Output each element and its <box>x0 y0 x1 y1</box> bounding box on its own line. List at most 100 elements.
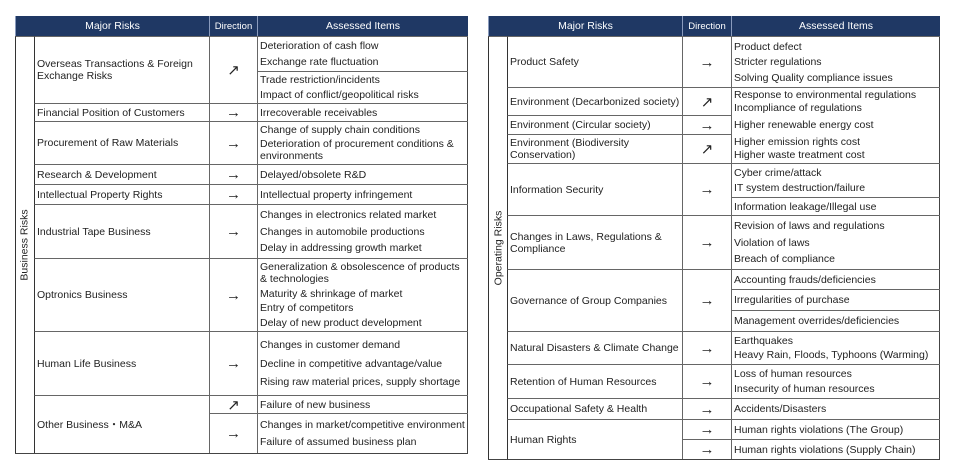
assessed-item: Insecurity of human resources <box>734 383 875 395</box>
assessed-item: Product defect <box>734 40 802 53</box>
assessed-items-cell: Earthquakes Heavy Rain, Floods, Typhoons … <box>731 331 940 364</box>
risk-name: Product Safety <box>507 36 682 87</box>
risk-name: Other Business・M&A <box>34 395 209 453</box>
assessed-items-cell: Irrecoverable receivables <box>257 103 468 121</box>
assessed-item: Breach of compliance <box>734 252 835 265</box>
direction-right-arrow-icon: → <box>682 398 731 419</box>
assessed-items-cell: Deterioration of cash flow Exchange rate … <box>257 36 468 71</box>
assessed-items-cell: Failure of new business <box>257 395 468 413</box>
assessed-item: Higher renewable energy cost <box>734 118 874 131</box>
assessed-items-cell: Loss of human resources Insecurity of hum… <box>731 364 940 398</box>
assessed-item: Response to environmental regulations <box>734 89 917 101</box>
direction-up-right-arrow-icon: ↗ <box>209 395 257 414</box>
risk-name: Natural Disasters & Climate Change <box>507 331 682 364</box>
assessed-item: Heavy Rain, Floods, Typhoons (Warming) <box>734 349 929 362</box>
assessed-item: Delayed/obsolete R&D <box>260 168 367 181</box>
assessed-items-cell: Changes in customer demand Decline in com… <box>257 331 468 395</box>
assessed-item: Changes in electronics related market <box>260 209 437 222</box>
assessed-item: Rising raw material prices, supply short… <box>260 376 461 389</box>
assessed-item: Irregularities of purchase <box>734 294 850 306</box>
assessed-items-cell: Intellectual property infringement <box>257 184 468 204</box>
direction-right-arrow-icon: → <box>682 163 731 215</box>
risk-name: Human Life Business <box>34 331 209 395</box>
header-major-risks: Major Risks <box>488 16 682 36</box>
direction-up-right-arrow-icon: ↗ <box>682 134 731 163</box>
assessed-items-cell: Information leakage/Illegal use <box>731 197 940 215</box>
assessed-item: Failure of assumed business plan <box>260 436 417 448</box>
category-text: Operating Risks <box>492 210 505 286</box>
direction-right-arrow-icon: → <box>209 204 257 258</box>
direction-right-arrow-icon: → <box>682 439 731 459</box>
risk-name: Optronics Business <box>34 258 209 331</box>
direction-right-arrow-icon: → <box>209 184 257 204</box>
assessed-item: Cyber crime/attack <box>734 167 822 179</box>
direction-right-arrow-icon: → <box>682 419 731 439</box>
risk-name: Environment (Circular society) <box>507 115 682 134</box>
assessed-item: Accounting frauds/deficiencies <box>734 273 876 286</box>
direction-right-arrow-icon: → <box>682 36 731 87</box>
assessed-item: Trade restriction/incidents <box>260 74 380 87</box>
assessed-item: Maturity & shrinkage of market <box>260 287 403 300</box>
risk-table: Major Risks Direction Assessed Items Busine… <box>15 16 468 454</box>
direction-right-arrow-icon: → <box>209 103 257 121</box>
direction-up-right-arrow-icon: ↗ <box>682 87 731 115</box>
assessed-item: Changes in automobile productions <box>260 225 425 238</box>
assessed-items-cell: Revision of laws and regulations Violatio… <box>731 215 940 269</box>
risk-name: Governance of Group Companies <box>507 269 682 331</box>
category-label: Operating Risks <box>488 36 507 459</box>
assessed-items-cell: Change of supply chain conditions Deterio… <box>257 121 468 164</box>
assessed-item: Delay of new product development <box>260 316 422 329</box>
assessed-item: Generalization & obsolescence of product… <box>260 261 460 286</box>
risk-name: Retention of Human Resources <box>507 364 682 398</box>
direction-right-arrow-icon: → <box>682 215 731 269</box>
assessed-items-cell: Product defect Stricter regulations Solvin… <box>731 36 940 87</box>
assessed-item: Revision of laws and regulations <box>734 220 885 233</box>
direction-right-arrow-icon: → <box>682 269 731 331</box>
risk-name: Occupational Safety & Health <box>507 398 682 419</box>
assessed-item: Incompliance of regulations <box>734 102 862 114</box>
direction-right-arrow-icon: → <box>209 164 257 184</box>
assessed-item: Management overrides/deficiencies <box>734 315 900 327</box>
assessed-item: Stricter regulations <box>734 56 822 68</box>
header-assessed-items: Assessed Items <box>257 16 468 36</box>
category-text: Business Risks <box>19 209 32 281</box>
assessed-items-cell: Response to environmental regulations Inc… <box>731 87 940 115</box>
assessed-item: Intellectual property infringement <box>260 188 413 201</box>
assessed-items-cell: Delayed/obsolete R&D <box>257 164 468 184</box>
assessed-item: Exchange rate fluctuation <box>260 55 379 68</box>
assessed-item: Entry of competitors <box>260 302 354 315</box>
assessed-item: Solving Quality compliance issues <box>734 71 893 84</box>
assessed-item: Higher emission rights cost <box>734 135 861 148</box>
assessed-item: Deterioration of procurement conditions … <box>260 138 454 162</box>
assessed-item: Violation of laws <box>734 236 810 249</box>
risk-name: Information Security <box>507 163 682 215</box>
risk-name: Overseas Transactions & Foreign Exchange… <box>34 36 209 103</box>
header-assessed-items: Assessed Items <box>731 16 940 36</box>
assessed-items-cell: Accounting frauds/deficiencies <box>731 269 940 289</box>
direction-right-arrow-icon: → <box>209 121 257 164</box>
assessed-item: Failure of new business <box>260 398 371 411</box>
assessed-items-cell: Management overrides/deficiencies <box>731 310 940 331</box>
direction-right-arrow-icon: → <box>209 413 257 453</box>
assessed-items-cell: Generalization & obsolescence of product… <box>257 258 468 331</box>
direction-right-arrow-icon: → <box>682 364 731 398</box>
assessed-items-cell: Human rights violations (The Group) <box>731 419 940 439</box>
risk-name: Financial Position of Customers <box>34 103 209 121</box>
assessed-items-cell: Trade restriction/incidents Impact of con… <box>257 71 468 103</box>
assessed-item: Higher waste treatment cost <box>734 149 865 162</box>
risk-table: Major Risks Direction Assessed Items Operat… <box>488 16 940 460</box>
assessed-item: Changes in customer demand <box>260 338 401 351</box>
assessed-item: Human rights violations (The Group) <box>734 423 904 436</box>
risk-name: Industrial Tape Business <box>34 204 209 258</box>
assessed-item: Change of supply chain conditions <box>260 124 420 136</box>
assessed-items-cell: Accidents/Disasters <box>731 398 940 419</box>
assessed-items-cell: Higher renewable energy cost <box>731 115 940 134</box>
assessed-item: Impact of conflict/geopolitical risks <box>260 88 419 101</box>
direction-right-arrow-icon: → <box>682 331 731 364</box>
assessed-items-cell: Changes in market/competitive environmen… <box>257 413 468 453</box>
header-direction: Direction <box>682 16 731 36</box>
assessed-item: Accidents/Disasters <box>734 403 827 415</box>
risk-name: Changes in Laws, Regulations & Complianc… <box>507 215 682 269</box>
assessed-item: Decline in competitive advantage/value <box>260 357 443 370</box>
assessed-item: Earthquakes <box>734 334 793 347</box>
